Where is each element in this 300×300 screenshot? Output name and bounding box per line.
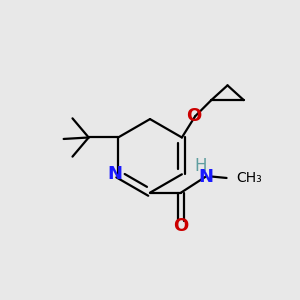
Text: CH₃: CH₃ xyxy=(236,171,262,185)
Text: O: O xyxy=(173,217,188,235)
Text: N: N xyxy=(198,167,213,185)
Text: H: H xyxy=(194,157,207,175)
Text: N: N xyxy=(107,165,122,183)
Text: O: O xyxy=(186,107,201,125)
